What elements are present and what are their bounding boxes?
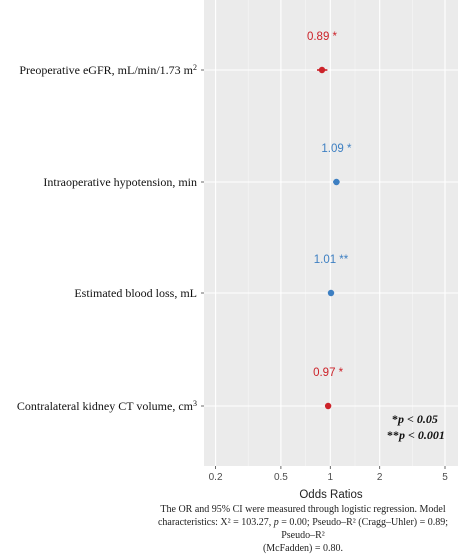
rows: Preoperative eGFR, mL/min/1.73 m2 0.89 * I…	[17, 31, 352, 413]
caption-line-1: The OR and 95% CI were measured through …	[160, 504, 446, 515]
row-label: Preoperative eGFR, mL/min/1.73 m2	[19, 63, 197, 77]
point-estimate	[324, 402, 332, 410]
figure-caption: The OR and 95% CI were measured through …	[150, 503, 456, 555]
row-2: Intraoperative hypotension, min 1.09 *	[43, 143, 352, 189]
row-label-superscript: 2	[193, 63, 197, 72]
row-label: Estimated blood loss, mL	[74, 286, 197, 300]
data-label: 1.09 *	[321, 143, 352, 155]
legend-item-p001: **p < 0.001	[387, 428, 445, 442]
x-tick-label: 2	[377, 472, 383, 483]
x-axis-title: Odds Ratios	[299, 489, 363, 501]
x-tick-label: 1	[328, 472, 334, 483]
caption-line-2: characteristics: X² = 103.27, p = 0.00; …	[150, 516, 456, 542]
data-label: 1.01 **	[314, 254, 349, 266]
row-4: Contralateral kidney CT volume, cm3 0.97 …	[17, 367, 344, 413]
row-3: Estimated blood loss, mL 1.01 **	[74, 254, 348, 300]
x-tick-label: 0.2	[209, 472, 223, 483]
row-1: Preoperative eGFR, mL/min/1.73 m2 0.89 *	[19, 31, 337, 77]
data-label: 0.89 *	[307, 31, 338, 43]
point-estimate	[333, 178, 340, 186]
row-label-superscript: 3	[193, 399, 197, 408]
caption-line-2a: characteristics: X² = 103.27,	[157, 517, 274, 528]
legend-text-1: p < 0.05	[397, 412, 438, 426]
legend-stars-2: **	[387, 428, 399, 442]
point-estimate	[318, 66, 326, 74]
row-label-text: Contralateral kidney CT volume, cm	[17, 399, 194, 413]
legend-text-2: p < 0.001	[398, 428, 445, 442]
caption-line-3: (McFadden) = 0.80.	[262, 543, 344, 554]
x-tick-label: 5	[442, 472, 448, 483]
legend: *p < 0.05 **p < 0.001	[387, 412, 445, 442]
data-label: 0.97 *	[313, 367, 344, 379]
row-label-text: Estimated blood loss, mL	[74, 286, 197, 300]
row-label-text: Intraoperative hypotension, min	[43, 175, 197, 189]
caption-p-symbol: p	[273, 517, 279, 528]
row-label-text: Preoperative eGFR, mL/min/1.73 m	[19, 63, 193, 77]
x-axis-ticks: 0.2 0.5 1 2 5	[209, 466, 448, 483]
caption-line-2c: = 0.00; Pseudo–R² (Cragg–Uhler) = 0.89; …	[278, 517, 449, 541]
row-label: Contralateral kidney CT volume, cm3	[17, 399, 197, 413]
row-label: Intraoperative hypotension, min	[43, 175, 197, 189]
legend-item-p05: *p < 0.05	[392, 412, 438, 426]
plot-panel	[204, 0, 458, 466]
point-estimate	[327, 289, 335, 297]
x-tick-label: 0.5	[274, 472, 288, 483]
grid-lines	[204, 0, 458, 466]
legend-stars-1: *	[392, 412, 398, 426]
